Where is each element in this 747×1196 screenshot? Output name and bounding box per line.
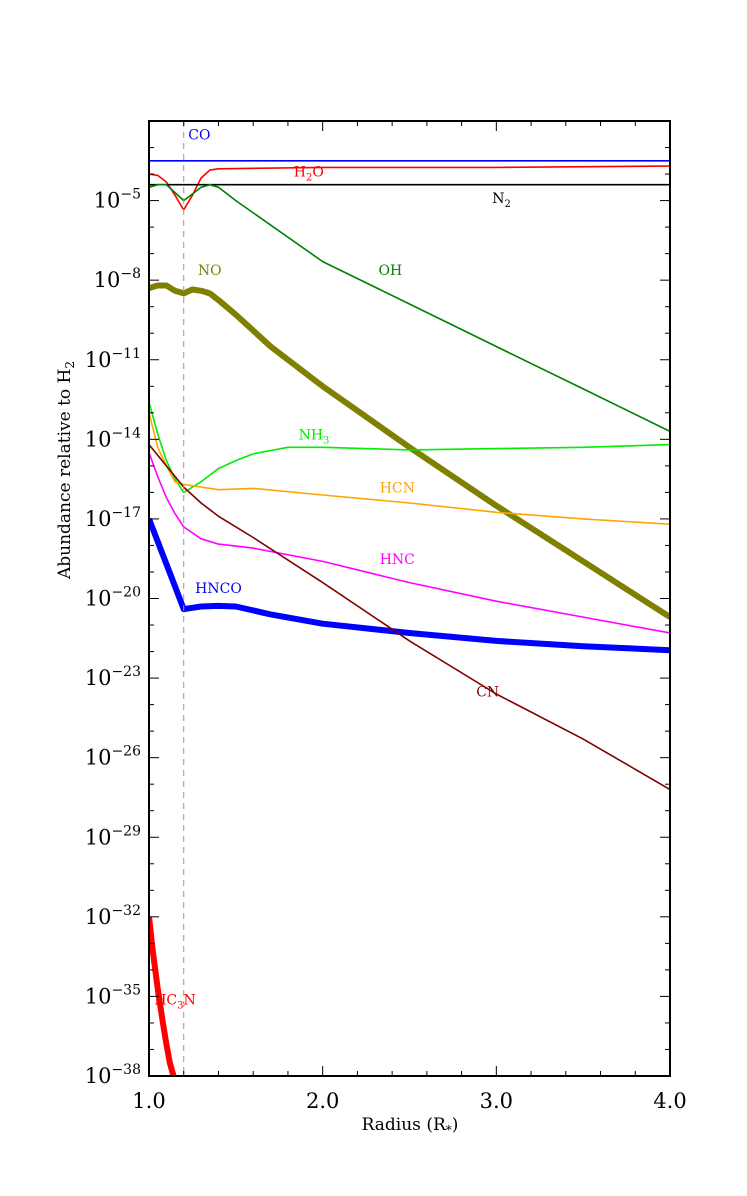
y-tick-label: 10−26 xyxy=(85,744,141,770)
series-label-hc3n: HC3N xyxy=(154,992,196,1011)
x-tick-label: 1.0 xyxy=(132,1089,165,1113)
y-tick-label: 10−23 xyxy=(85,664,141,690)
series-label-oh: OH xyxy=(379,263,403,279)
y-tick-label: 10−29 xyxy=(85,823,141,849)
axis-ticks: 10−5 10−8 10−11 10−14 10−17 10−20 10−23 10−26 10… xyxy=(85,121,687,1113)
series-label-hnco: HNCO xyxy=(195,581,242,597)
y-axis-label: Abundance relative to H2 xyxy=(55,361,77,580)
series-label-n2: N2 xyxy=(492,191,511,210)
x-axis-label-main: Radius (R xyxy=(362,1115,447,1135)
y-tick-label: 10−5 xyxy=(94,187,141,213)
series-label-hnc: HNC xyxy=(380,552,415,568)
series-labels: CO H2O N2 OH NO NH3 HCN HNC HNCO CN HC3N xyxy=(154,128,511,1012)
x-axis-label-end: ) xyxy=(452,1115,459,1135)
y-tick-label: 10−20 xyxy=(85,585,141,611)
y-tick-label: 10−17 xyxy=(85,505,141,531)
x-tick-label: 2.0 xyxy=(306,1089,339,1113)
series-label-cn: CN xyxy=(476,685,499,701)
y-axis-label-sub: 2 xyxy=(63,361,77,369)
y-tick-label: 10−32 xyxy=(85,903,141,929)
series-line-cn xyxy=(149,444,670,791)
series-label-no: NO xyxy=(198,263,222,279)
series-line-h2o xyxy=(149,165,670,211)
x-tick-label: 4.0 xyxy=(653,1089,686,1113)
series-label-co: CO xyxy=(188,128,210,144)
y-tick-label: 10−14 xyxy=(85,425,141,451)
series-line-oh xyxy=(149,183,670,433)
y-axis-label-main: Abundance relative to H xyxy=(55,369,75,580)
y-tick-label: 10−8 xyxy=(94,266,141,292)
series-line-nh3 xyxy=(149,401,670,494)
series-label-hcn: HCN xyxy=(380,480,415,496)
series-layer xyxy=(149,160,670,1076)
series-line-hc3n xyxy=(149,916,177,1076)
x-axis-label: Radius (R*) xyxy=(362,1115,459,1137)
y-tick-label: 10−11 xyxy=(85,346,141,372)
series-label-nh3: NH3 xyxy=(299,427,330,446)
y-tick-label: 10−38 xyxy=(85,1062,141,1088)
series-line-hcn xyxy=(149,412,670,525)
series-label-h2o: H2O xyxy=(294,165,324,184)
plot-frame xyxy=(148,120,671,1077)
y-tick-label: 10−35 xyxy=(85,982,141,1008)
x-tick-label: 3.0 xyxy=(480,1089,513,1113)
series-line-no xyxy=(149,282,670,620)
series-line-hnc xyxy=(149,452,670,634)
x-axis-label-sub: * xyxy=(446,1123,452,1137)
